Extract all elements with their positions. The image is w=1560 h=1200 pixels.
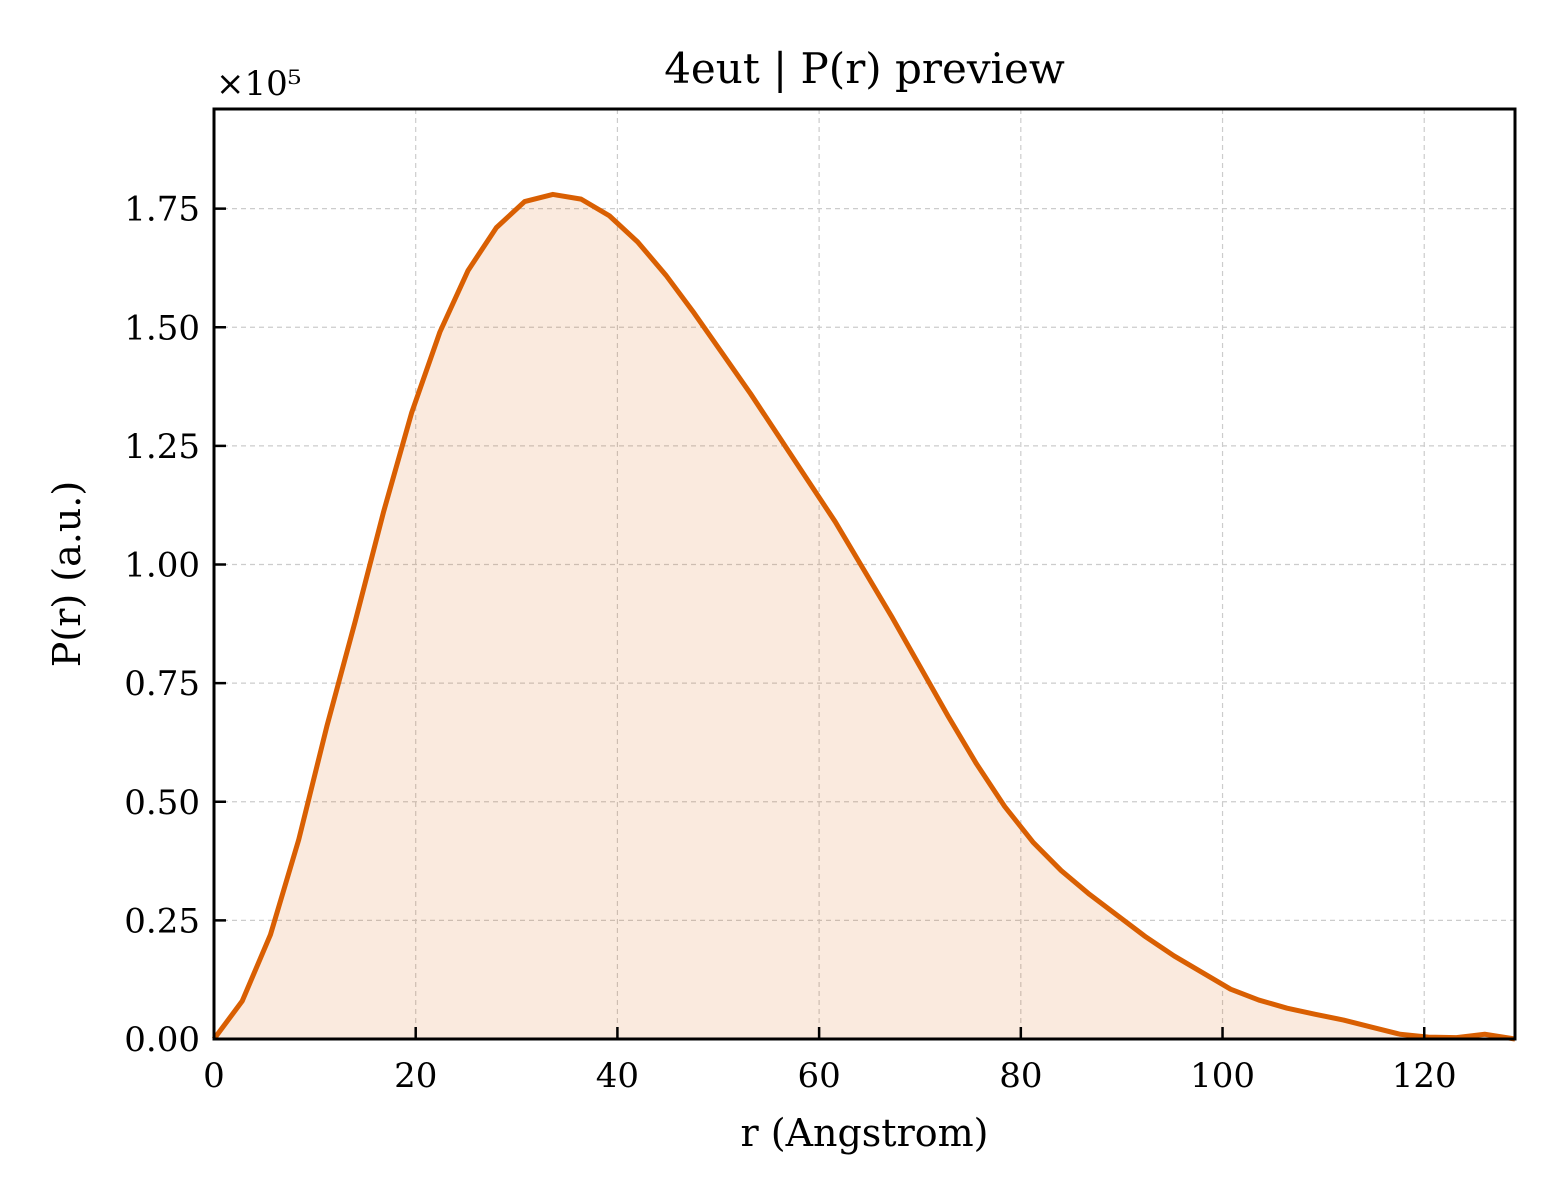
x-axis-label: r (Angstrom) — [741, 1111, 989, 1155]
grid — [214, 109, 1515, 1039]
y-tick-label: 0.50 — [124, 783, 200, 823]
y-tick-label: 0.00 — [124, 1020, 200, 1060]
plot-frame — [212, 107, 1517, 1041]
x-tick-label: 40 — [596, 1056, 639, 1096]
x-tick-label: 80 — [999, 1056, 1042, 1096]
y-tick-label: 1.00 — [124, 546, 200, 586]
series-line — [211, 191, 1516, 1042]
area-fill — [214, 194, 1515, 1039]
chart-title: 4eut | P(r) preview — [664, 44, 1065, 93]
x-tick-label: 0 — [203, 1056, 225, 1096]
axis-ticks: 0 20 40 60 80 100 120 0.00 0.25 0.50 0.75 1.00 1.25 1… — [124, 190, 1456, 1096]
x-tick-label: 20 — [394, 1056, 437, 1096]
y-tick-label: 1.75 — [124, 190, 200, 230]
x-tick-label: 60 — [797, 1056, 840, 1096]
x-tick-label: 120 — [1392, 1056, 1457, 1096]
y-axis-multiplier: ×10⁵ — [216, 64, 301, 104]
y-tick-label: 0.25 — [124, 901, 200, 941]
y-tick-label: 1.25 — [124, 427, 200, 467]
y-axis-label: P(r) (a.u.) — [45, 481, 89, 667]
y-tick-label: 0.75 — [124, 664, 200, 704]
y-tick-label: 1.50 — [124, 308, 200, 348]
x-tick-label: 100 — [1190, 1056, 1255, 1096]
